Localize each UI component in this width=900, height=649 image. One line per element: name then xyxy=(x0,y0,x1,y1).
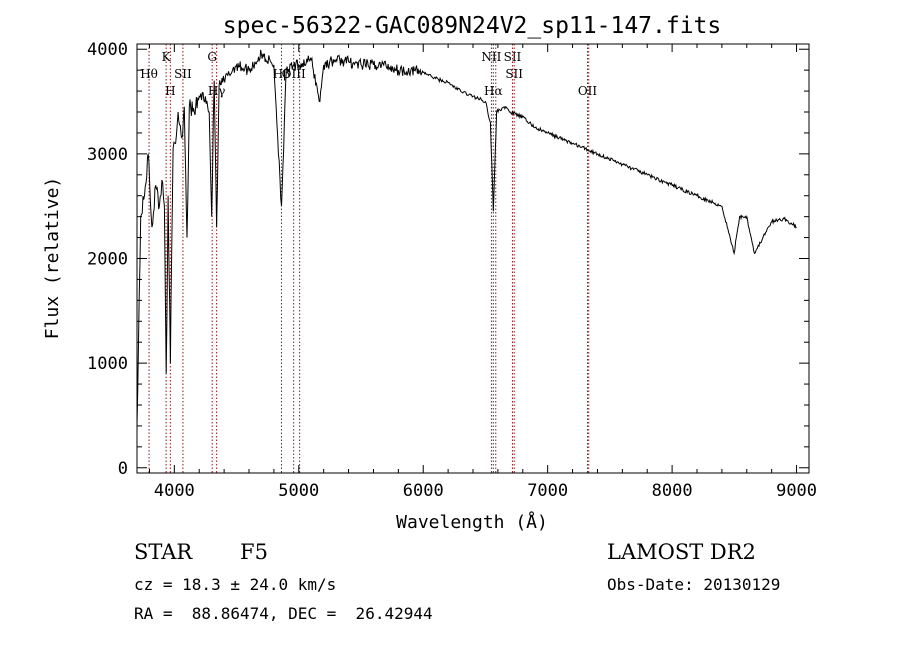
plot-frame xyxy=(136,43,810,474)
x-tick-label-6000: 6000 xyxy=(403,481,444,501)
spectrum-series-line xyxy=(136,49,797,426)
marker-label-oii: OII xyxy=(578,84,598,98)
survey-name: LAMOST DR2 xyxy=(607,540,756,564)
x-tick-label-7000: 7000 xyxy=(527,481,568,501)
x-tick-label-5000: 5000 xyxy=(278,481,319,501)
obs-date: Obs-Date: 20130129 xyxy=(607,575,781,594)
x-axis: 4000 5000 6000 7000 8000 9000 xyxy=(148,44,817,501)
y-tick-label-0: 0 xyxy=(118,459,128,479)
x-tick-label-9000: 9000 xyxy=(776,481,817,501)
marker-label-hθ: Hθ xyxy=(140,67,158,81)
marker-label-hα: Hα xyxy=(484,84,503,98)
x-tick-label-4000: 4000 xyxy=(154,481,195,501)
marker-label-sii: SII xyxy=(174,67,192,81)
marker-label-nii: NII xyxy=(481,50,501,64)
marker-label-sii: SII xyxy=(505,67,523,81)
y-tick-label-1000: 1000 xyxy=(87,354,128,374)
x-axis-label: Wavelength (Å) xyxy=(396,511,548,533)
y-tick-label-4000: 4000 xyxy=(87,40,128,60)
y-tick-label-2000: 2000 xyxy=(87,250,128,270)
spectrum-chart: spec-56322-GAC089N24V2_sp11-147.fits Hθ K… xyxy=(42,13,817,533)
coordinates: RA = 88.86474, DEC = 26.42944 xyxy=(134,604,433,623)
y-axis: 0 1000 2000 3000 4000 xyxy=(87,40,809,479)
object-subclass: F5 xyxy=(240,540,268,564)
marker-label-hγ: Hγ xyxy=(208,84,226,98)
x-tick-label-8000: 8000 xyxy=(652,481,693,501)
marker-label-oiii: OIII xyxy=(282,67,306,81)
y-axis-label: Flux (relative) xyxy=(42,177,63,340)
marker-label-h: H xyxy=(165,84,175,98)
object-class: STAR xyxy=(134,540,193,564)
marker-label-k: K xyxy=(162,50,172,64)
marker-label-g: G xyxy=(207,50,217,64)
y-tick-label-3000: 3000 xyxy=(87,145,128,165)
redshift-value: cz = 18.3 ± 24.0 km/s xyxy=(134,575,337,594)
chart-title: spec-56322-GAC089N24V2_sp11-147.fits xyxy=(223,13,722,39)
marker-label-sii: SII xyxy=(504,50,522,64)
